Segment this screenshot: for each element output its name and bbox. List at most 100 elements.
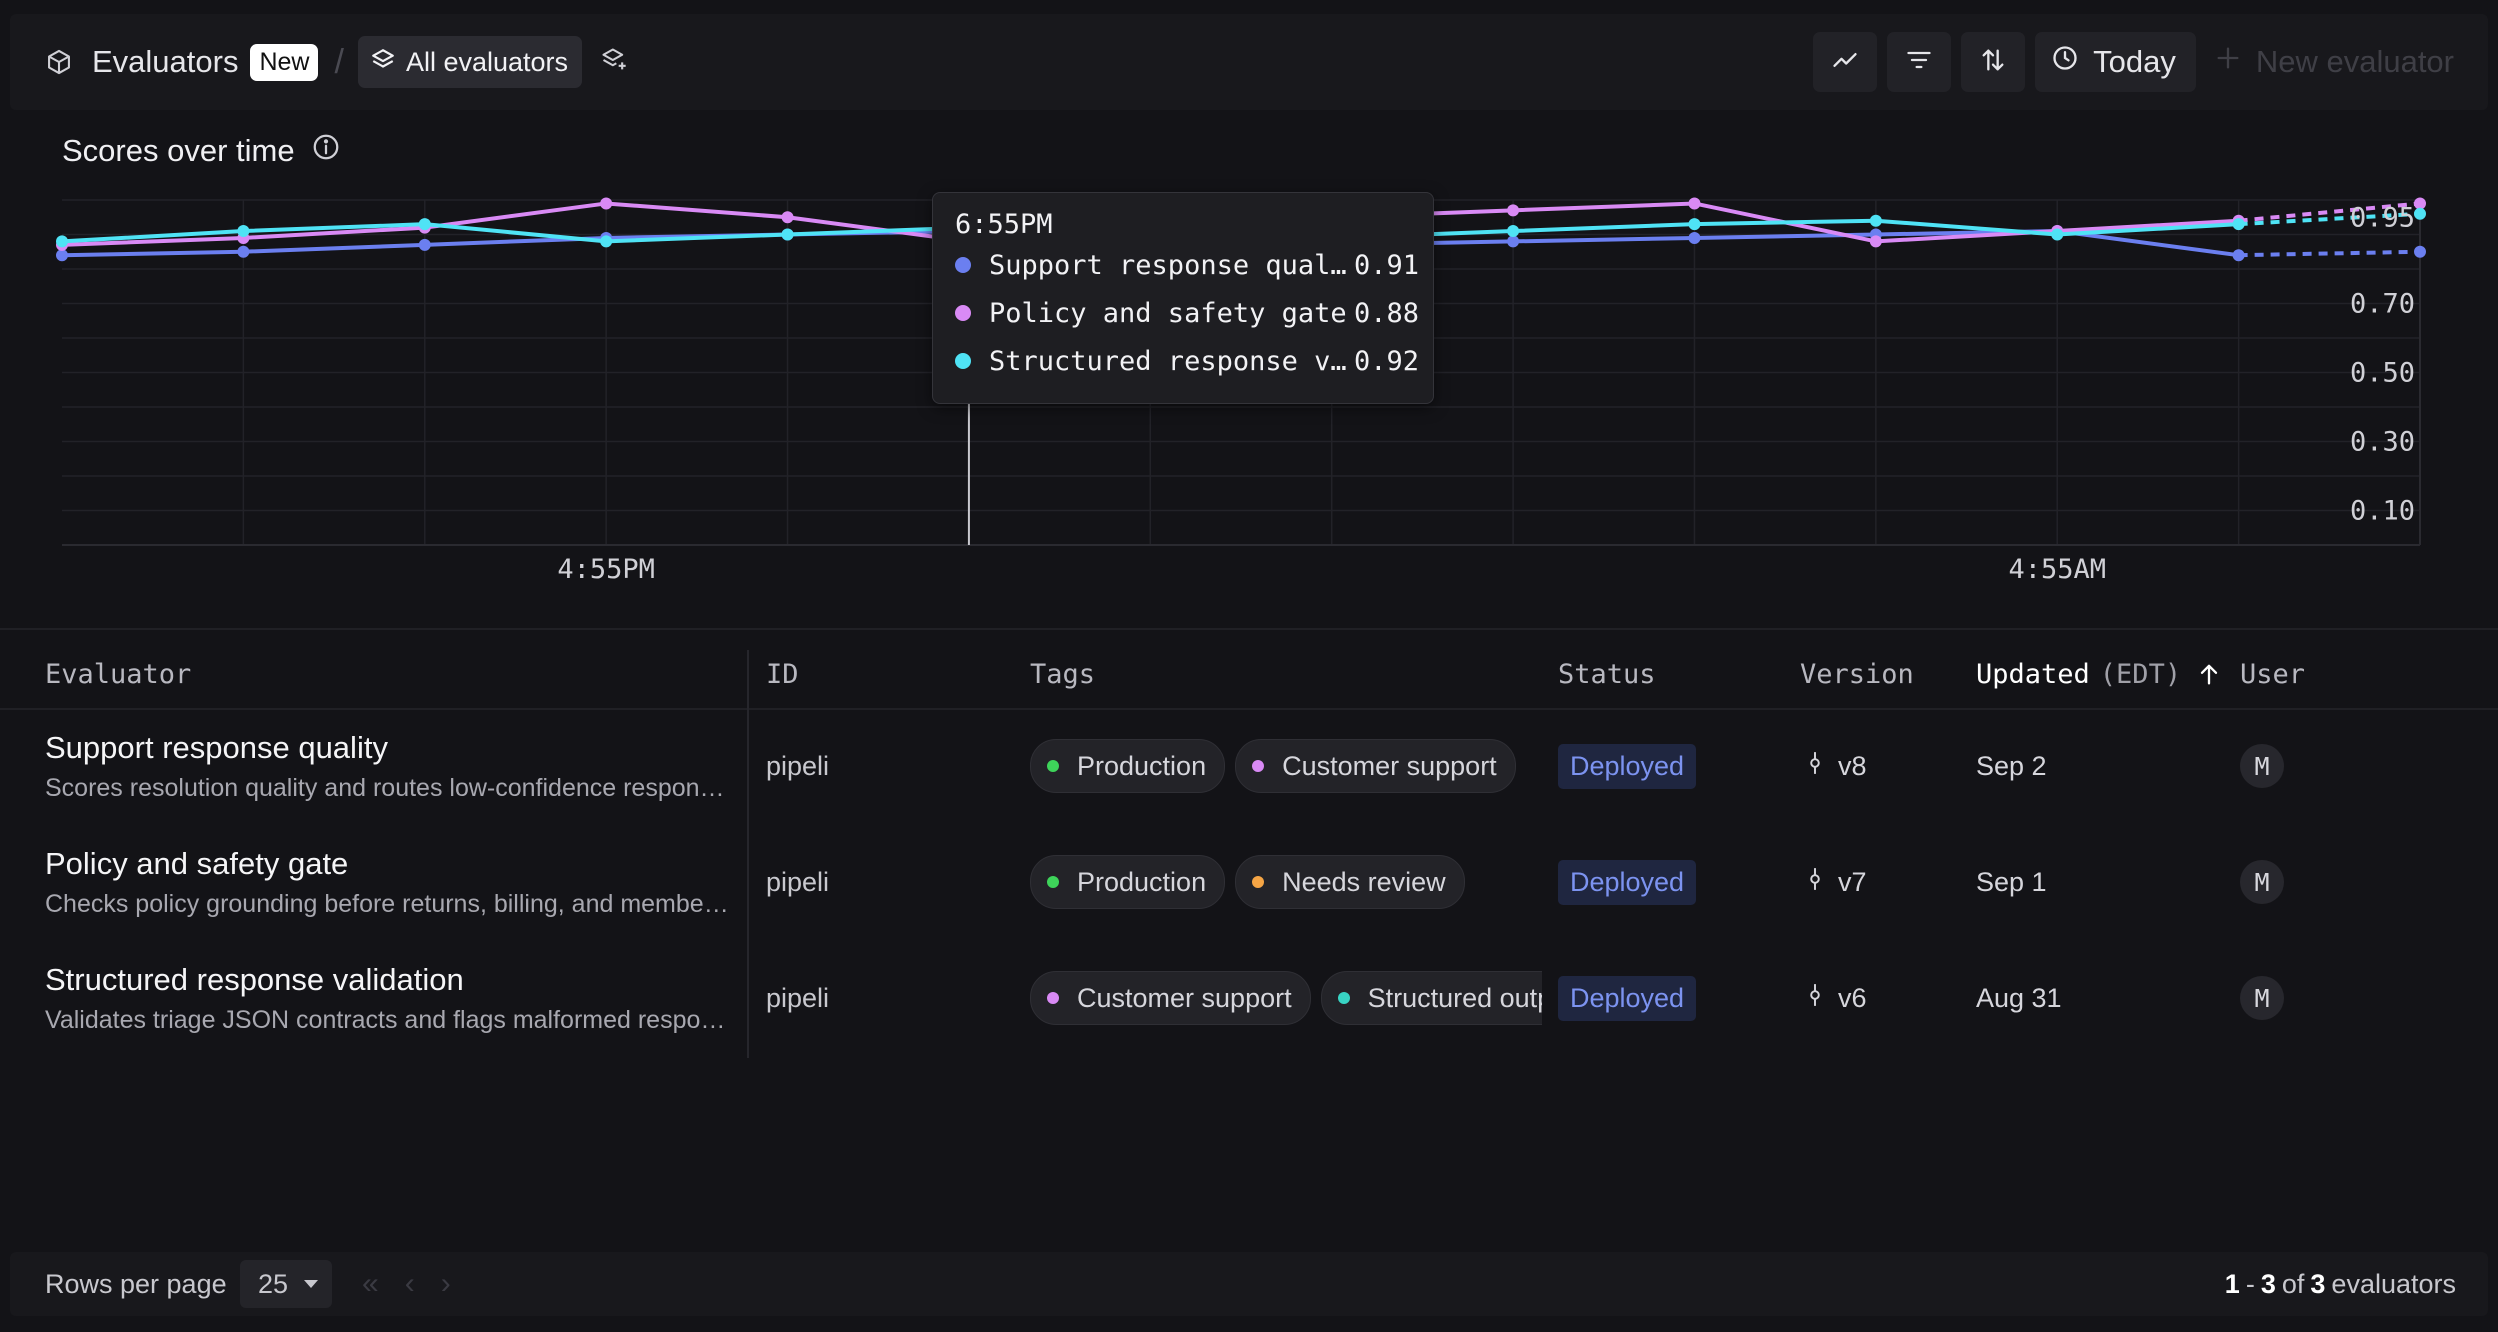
evaluator-description: Scores resolution quality and routes low… (45, 774, 737, 802)
tooltip-row: Policy and safety gate 0.88 (955, 293, 1425, 333)
x-tick-label: 4:55AM (2008, 554, 2106, 585)
column-header-id[interactable]: ID (766, 658, 799, 690)
x-axis-labels: 4:55PM 4:55AM (557, 554, 2106, 585)
data-point (1507, 225, 1520, 238)
evaluator-id: pipeli (766, 750, 830, 781)
result-count: 1 - 3 of 3 evaluators (2225, 1252, 2456, 1316)
version-cell: v8 (1806, 708, 1867, 824)
new-evaluator-button[interactable]: New evaluator (2214, 32, 2474, 92)
timezone-label: (EDT) (2099, 658, 2182, 690)
new-evaluator-label: New evaluator (2255, 44, 2454, 79)
data-point (600, 235, 613, 248)
filter-button[interactable] (1887, 32, 1952, 92)
tag-chip[interactable]: Customer support (1030, 971, 1311, 1025)
column-header-updated[interactable]: Updated (EDT) (1976, 640, 2223, 708)
tag-dot (1252, 876, 1265, 888)
pagination-footer: Rows per page 25 « ‹ › 1 - 3 of 3 evalua… (10, 1252, 2488, 1316)
column-header-status[interactable]: Status (1558, 658, 1656, 690)
tag-chip[interactable]: Production (1030, 739, 1226, 793)
data-point (1507, 204, 1520, 217)
tag-chip[interactable]: Customer support (1235, 739, 1516, 793)
rows-per-page-select[interactable]: 25 (240, 1260, 333, 1308)
evaluator-name[interactable]: Structured response validation (45, 962, 464, 997)
data-point (2414, 207, 2426, 220)
sort-arrows-icon (1979, 46, 2007, 79)
evaluator-name[interactable]: Support response quality (45, 730, 388, 765)
tag-list: Production Customer support (1030, 708, 1542, 824)
info-icon[interactable] (311, 132, 341, 170)
rows-per-page-label: Rows per page (45, 1268, 227, 1299)
tag-chip[interactable]: Needs review (1235, 855, 1465, 909)
chart-toggle-button[interactable] (1813, 32, 1878, 92)
all-evaluators-label: All evaluators (405, 46, 569, 77)
pager: « ‹ › (362, 1252, 477, 1316)
column-divider (747, 650, 749, 1058)
tag-chip[interactable]: Structured output (1320, 971, 1542, 1025)
tooltip-series-name: Structured response validation (989, 345, 1349, 377)
avatar[interactable]: M (2240, 744, 2284, 788)
data-point (56, 235, 68, 248)
status-cell: Deployed (1558, 708, 1697, 824)
y-tick-label: 0.70 (2350, 289, 2415, 320)
tooltip-row: Structured response validation 0.92 (955, 341, 1425, 381)
column-header-tags[interactable]: Tags (1030, 658, 1096, 690)
chart-tooltip: 6:55PM Support response quality 0.91 Pol… (932, 192, 1434, 404)
data-point (600, 197, 613, 210)
table-row[interactable]: Structured response validation Validates… (0, 940, 2498, 1056)
page-title: Evaluators (92, 44, 239, 79)
breadcrumb-separator: / (334, 42, 344, 81)
cube-icon (42, 45, 76, 79)
tooltip-series-name: Policy and safety gate (989, 297, 1347, 329)
first-page-icon[interactable]: « (362, 1267, 379, 1300)
column-header-evaluator[interactable]: Evaluator (45, 658, 192, 690)
time-range-button[interactable]: Today (2035, 32, 2196, 92)
tag-label: Structured output (1367, 982, 1542, 1013)
updated-date: Sep 2 (1976, 750, 2047, 781)
plus-icon (2214, 44, 2242, 80)
updated-date: Aug 31 (1976, 982, 2062, 1013)
breadcrumb: Evaluators New / All evaluators (42, 14, 628, 110)
tag-label: Customer support (1077, 982, 1292, 1013)
table-row[interactable]: Support response quality Scores resoluti… (0, 708, 2498, 824)
updated-label: Updated (1976, 658, 2090, 690)
layers-icon (370, 47, 396, 78)
avatar[interactable]: M (2240, 860, 2284, 904)
series-projection-line (2238, 249, 2421, 258)
table-row[interactable]: Policy and safety gate Checks policy gro… (0, 824, 2498, 940)
avatar[interactable]: M (2240, 976, 2284, 1020)
series-projection-line (2238, 211, 2421, 227)
layers-plus-icon (600, 47, 628, 78)
column-header-version[interactable]: Version (1800, 658, 1914, 690)
series-dot (955, 305, 971, 321)
new-badge: New (250, 43, 319, 81)
next-page-icon[interactable]: › (440, 1267, 451, 1300)
sort-button[interactable] (1961, 32, 2026, 92)
commit-icon (1806, 866, 1824, 899)
add-view-button[interactable] (600, 46, 628, 79)
evaluator-name[interactable]: Policy and safety gate (45, 846, 349, 881)
column-header-user[interactable]: User (2240, 658, 2306, 690)
user-cell: M (2240, 940, 2284, 1056)
tag-dot (1252, 760, 1265, 772)
tooltip-row: Support response quality 0.91 (955, 245, 1425, 285)
updated-date: Sep 1 (1976, 866, 2047, 897)
tag-dot (1047, 876, 1059, 888)
evaluator-id: pipeli (766, 866, 830, 897)
rows-per-page-value: 25 (258, 1268, 289, 1299)
data-point (1869, 235, 1882, 248)
y-axis-labels: 0.95 0.70 0.50 0.30 0.10 (2350, 202, 2415, 526)
evaluator-description: Validates triage JSON contracts and flag… (45, 1006, 737, 1034)
prev-page-icon[interactable]: ‹ (404, 1267, 415, 1300)
version-label: v6 (1838, 982, 1867, 1013)
all-evaluators-button[interactable]: All evaluators (357, 36, 583, 88)
data-point (237, 225, 250, 238)
time-range-label: Today (2093, 44, 2176, 79)
tag-chip[interactable]: Production (1030, 855, 1226, 909)
status-cell: Deployed (1558, 824, 1697, 940)
data-point (237, 245, 250, 258)
tag-dot (1047, 760, 1059, 772)
data-point (418, 238, 431, 251)
data-point (1869, 214, 1882, 227)
filter-icon (1905, 46, 1933, 79)
total-count: 3 (2310, 1268, 2326, 1299)
